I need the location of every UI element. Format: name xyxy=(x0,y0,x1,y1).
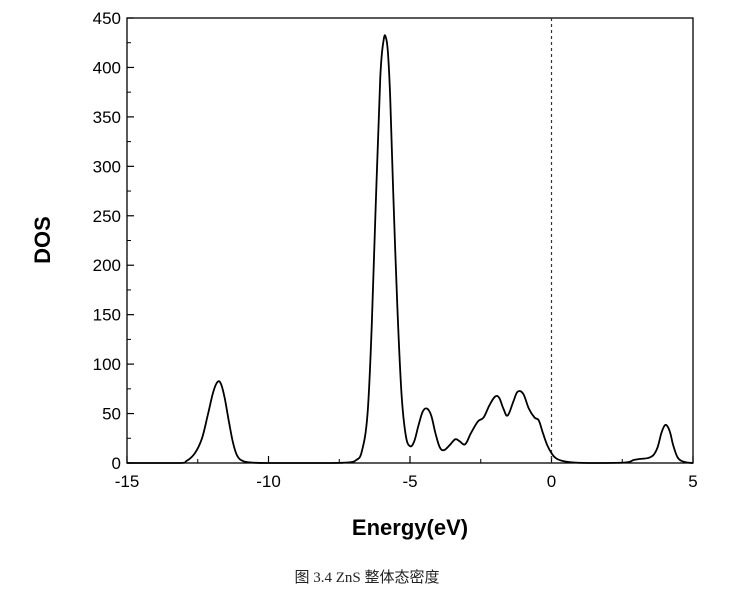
y-axis-title: DOS xyxy=(30,216,55,264)
x-axis-title: Energy(eV) xyxy=(352,515,468,540)
y-tick-label: 200 xyxy=(93,256,121,275)
y-tick-label: 150 xyxy=(93,306,121,325)
x-tick-label: 5 xyxy=(688,472,697,491)
y-axis-ticks xyxy=(127,17,134,464)
x-axis-tick-labels: -15 -10 -5 0 5 xyxy=(115,472,698,491)
y-tick-label: 0 xyxy=(112,454,121,473)
x-tick-label: -5 xyxy=(402,472,417,491)
y-tick-label: 250 xyxy=(93,207,121,226)
y-axis-tick-labels: 0 50 100 150 200 250 300 350 400 450 xyxy=(93,9,121,473)
dos-series-line xyxy=(127,34,694,464)
y-tick-label: 50 xyxy=(102,405,121,424)
y-tick-label: 300 xyxy=(93,157,121,176)
x-tick-label: -15 xyxy=(115,472,140,491)
x-tick-label: 0 xyxy=(547,472,556,491)
y-tick-label: 400 xyxy=(93,58,121,77)
dos-chart: 0 50 100 150 200 250 300 350 400 450 -15 -10 -5 0 5 E… xyxy=(30,9,698,540)
x-tick-label: -10 xyxy=(256,472,281,491)
y-tick-label: 350 xyxy=(93,108,121,127)
figure-caption: 图 3.4 ZnS 整体态密度 xyxy=(294,570,440,586)
y-tick-label: 450 xyxy=(93,9,121,28)
x-axis-ticks xyxy=(126,456,694,463)
y-tick-label: 100 xyxy=(93,355,121,374)
